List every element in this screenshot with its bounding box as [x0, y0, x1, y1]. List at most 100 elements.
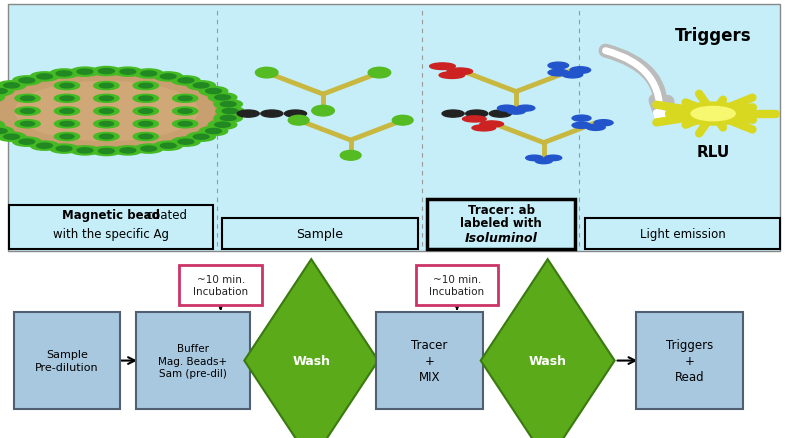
Polygon shape: [481, 260, 615, 438]
FancyBboxPatch shape: [585, 219, 780, 249]
Circle shape: [120, 148, 136, 154]
Circle shape: [50, 145, 78, 154]
Circle shape: [94, 82, 119, 90]
Circle shape: [0, 121, 4, 130]
Circle shape: [0, 127, 13, 136]
Circle shape: [199, 127, 228, 136]
Circle shape: [526, 156, 543, 161]
Text: Tracer: ab: Tracer: ab: [467, 204, 535, 217]
Circle shape: [15, 82, 198, 141]
Circle shape: [206, 89, 221, 94]
Circle shape: [20, 110, 35, 114]
FancyBboxPatch shape: [136, 312, 250, 410]
Text: RLU: RLU: [697, 145, 730, 160]
Circle shape: [214, 100, 243, 110]
Circle shape: [214, 114, 243, 123]
Circle shape: [133, 133, 158, 141]
Circle shape: [56, 147, 72, 152]
Circle shape: [466, 111, 488, 118]
Circle shape: [178, 79, 194, 84]
Circle shape: [222, 109, 238, 114]
Circle shape: [54, 95, 80, 103]
Circle shape: [139, 122, 153, 127]
Circle shape: [154, 73, 183, 82]
Circle shape: [516, 106, 535, 112]
Circle shape: [172, 77, 200, 86]
Circle shape: [193, 84, 209, 88]
Ellipse shape: [288, 116, 309, 126]
Circle shape: [60, 110, 74, 114]
Circle shape: [15, 95, 40, 103]
Circle shape: [77, 148, 93, 154]
Circle shape: [209, 121, 237, 130]
Text: Magnetic bead: Magnetic bead: [62, 208, 160, 221]
Text: Isoluminol: Isoluminol: [465, 232, 537, 244]
Circle shape: [60, 122, 74, 127]
Circle shape: [548, 63, 569, 70]
Circle shape: [99, 97, 113, 101]
FancyBboxPatch shape: [427, 199, 575, 249]
Circle shape: [215, 95, 231, 101]
Circle shape: [37, 75, 53, 80]
Ellipse shape: [368, 68, 391, 79]
Circle shape: [133, 95, 158, 103]
Circle shape: [215, 123, 231, 128]
Circle shape: [92, 147, 121, 156]
Text: Triggers: Triggers: [675, 27, 752, 45]
Ellipse shape: [463, 117, 486, 123]
Circle shape: [691, 107, 735, 121]
Circle shape: [0, 77, 215, 147]
Circle shape: [178, 122, 192, 127]
Circle shape: [56, 72, 72, 77]
Circle shape: [199, 87, 228, 96]
Circle shape: [15, 108, 40, 116]
Ellipse shape: [312, 106, 334, 117]
FancyArrowPatch shape: [605, 52, 664, 122]
Circle shape: [572, 116, 591, 122]
Circle shape: [94, 95, 119, 103]
Text: Buffer
Mag. Beads+
Sam (pre-dil): Buffer Mag. Beads+ Sam (pre-dil): [158, 343, 228, 378]
Circle shape: [562, 72, 582, 79]
Circle shape: [4, 84, 20, 88]
FancyBboxPatch shape: [222, 219, 418, 249]
Circle shape: [173, 108, 198, 116]
Ellipse shape: [439, 73, 465, 79]
Text: Wash: Wash: [292, 354, 330, 367]
Circle shape: [13, 77, 41, 86]
Circle shape: [139, 97, 153, 101]
Circle shape: [94, 108, 119, 116]
Circle shape: [19, 79, 35, 84]
Ellipse shape: [447, 69, 473, 75]
Circle shape: [99, 135, 113, 139]
Circle shape: [50, 70, 78, 79]
Ellipse shape: [472, 126, 496, 131]
Circle shape: [161, 75, 177, 80]
Circle shape: [489, 111, 511, 118]
Circle shape: [594, 120, 613, 127]
Circle shape: [54, 120, 80, 128]
Circle shape: [71, 68, 99, 77]
Ellipse shape: [255, 68, 278, 79]
Circle shape: [497, 106, 516, 112]
Circle shape: [139, 135, 153, 139]
Circle shape: [133, 82, 158, 90]
Circle shape: [571, 67, 591, 74]
Circle shape: [120, 70, 136, 75]
Ellipse shape: [340, 151, 361, 161]
Circle shape: [4, 135, 20, 140]
Circle shape: [216, 107, 244, 117]
FancyBboxPatch shape: [14, 312, 120, 410]
FancyBboxPatch shape: [9, 206, 213, 249]
Circle shape: [94, 133, 119, 141]
Circle shape: [99, 84, 113, 88]
Circle shape: [139, 110, 153, 114]
Ellipse shape: [480, 122, 504, 128]
Circle shape: [60, 84, 74, 88]
Text: ~10 min.
Incubation: ~10 min. Incubation: [193, 275, 248, 296]
Text: Sample
Pre-dilution: Sample Pre-dilution: [35, 350, 98, 372]
Circle shape: [160, 144, 176, 149]
Circle shape: [178, 110, 192, 114]
Circle shape: [572, 123, 591, 129]
Circle shape: [94, 120, 119, 128]
Circle shape: [548, 70, 569, 77]
